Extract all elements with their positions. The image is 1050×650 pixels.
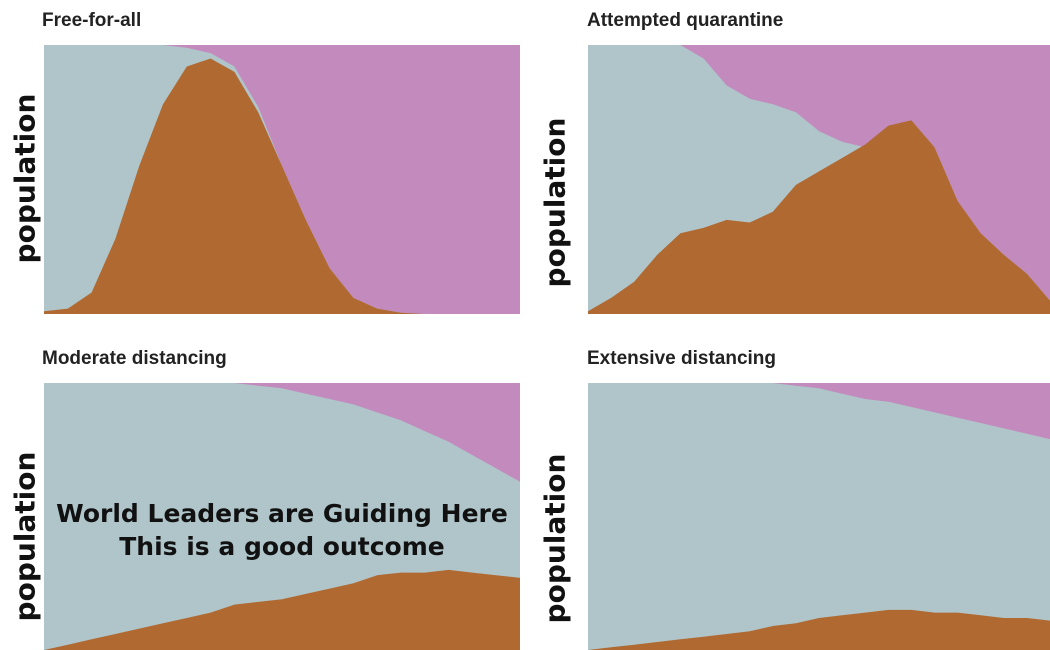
annotation-line-2: This is a good outcome	[119, 532, 445, 561]
area-healthy	[588, 383, 1050, 650]
annotation-line-1: World Leaders are Guiding Here	[56, 499, 508, 528]
area-recovered	[588, 383, 1050, 440]
area-recovered	[44, 45, 520, 314]
ylabel-free-for-all: population	[8, 93, 42, 264]
panel-title-extensive-distancing: Extensive distancing	[587, 348, 777, 369]
area-sick	[44, 569, 520, 650]
chart-free-for-all	[44, 45, 520, 314]
panel-title-moderate-distancing: Moderate distancing	[42, 348, 227, 369]
area-recovered	[44, 383, 520, 482]
area-recovered	[588, 45, 1050, 301]
area-sick	[44, 58, 520, 314]
chart-extensive-distancing	[588, 383, 1050, 650]
ylabel-extensive-distancing: population	[538, 453, 572, 624]
ylabel-attempted-quarantine: population	[538, 117, 572, 288]
chart-moderate-distancing	[44, 383, 520, 650]
ylabel-moderate-distancing: population	[8, 451, 42, 622]
chart-attempted-quarantine	[588, 45, 1050, 314]
panel-title-attempted-quarantine: Attempted quarantine	[587, 10, 784, 31]
area-sick	[588, 120, 1050, 314]
panel-title-free-for-all: Free-for-all	[42, 10, 142, 31]
annotation-overlay: World Leaders are Guiding Here This is a…	[44, 497, 520, 563]
area-sick	[588, 609, 1050, 650]
